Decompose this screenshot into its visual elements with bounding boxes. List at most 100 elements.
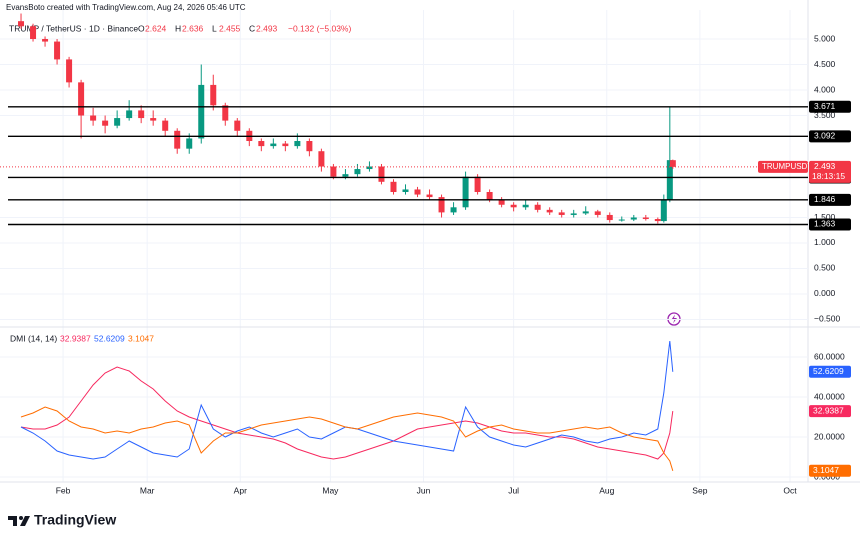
value-label: 3.1047: [813, 465, 839, 475]
candle-body: [138, 110, 145, 119]
dmi-line: [20, 366, 674, 460]
legend-value: 32.9387: [60, 333, 91, 343]
value-box: [809, 464, 851, 477]
symbol: TRUMP / TetherUS · 1D · Binance: [9, 23, 138, 33]
candle-body: [270, 143, 277, 147]
ohlc-label: O: [138, 23, 145, 33]
candle-body: [78, 82, 85, 116]
candle-body: [186, 138, 193, 149]
change: −0.132 (−5.03%): [288, 23, 351, 33]
candle-body: [114, 118, 121, 126]
ohlc-label: H: [175, 23, 181, 33]
x-tick-label: Mar: [140, 485, 155, 495]
candle-body: [486, 192, 493, 200]
candle-body: [342, 174, 349, 177]
candle-body: [642, 217, 649, 220]
ticker: TRUMPUSDT: [762, 162, 812, 171]
y-tick-label: 40.0000: [814, 391, 845, 401]
x-tick-label: May: [322, 485, 339, 495]
candle-body: [438, 197, 445, 213]
value-label: 52.6209: [813, 366, 844, 376]
last-price-label: 2.493: [814, 161, 836, 171]
y-tick-label: 0.500: [814, 263, 836, 273]
ohlc-label: C: [249, 23, 255, 33]
candle-body: [198, 84, 205, 139]
candle-body: [102, 120, 109, 126]
value-box: [809, 365, 851, 378]
y-tick-label: 1.500: [814, 212, 836, 222]
ticker-box: [758, 160, 808, 173]
x-tick-label: Jul: [508, 485, 519, 495]
y-tick-label: 4.500: [814, 59, 836, 69]
x-tick-label: Aug: [599, 485, 614, 495]
candle-body: [402, 189, 409, 193]
candle-body: [558, 212, 565, 215]
candle-body: [306, 141, 313, 152]
candle-body: [606, 214, 613, 221]
x-tick-label: Sep: [692, 485, 707, 495]
candle-body: [510, 204, 517, 208]
level-label-box: [809, 193, 851, 206]
candle-body: [594, 211, 601, 215]
candle-body: [330, 166, 337, 177]
candle-body: [282, 143, 289, 147]
candle-body: [54, 41, 61, 60]
candle-body: [378, 166, 385, 182]
level-label: 3.092: [814, 131, 836, 141]
candle-body: [534, 204, 541, 210]
value-label: 32.9387: [813, 405, 844, 415]
candle-body: [582, 211, 589, 214]
candle-body: [222, 105, 229, 121]
candle-body: [462, 176, 469, 208]
level-label: 3.671: [814, 101, 836, 111]
y-tick-label: 20.0000: [814, 431, 845, 441]
ohlc-value: 2.624: [145, 23, 167, 33]
candle-body: [390, 181, 397, 193]
brand-name: TradingView: [34, 512, 116, 528]
level-label: 1.846: [814, 194, 836, 204]
candle-body: [426, 194, 433, 198]
candle-body: [414, 189, 421, 195]
candle-body: [294, 141, 301, 147]
level-label-box: [809, 130, 851, 143]
candle-body: [354, 169, 361, 175]
level-label: 1.363: [814, 219, 836, 229]
y-tick-label: 4.000: [814, 84, 836, 94]
x-tick-label: Oct: [783, 485, 797, 495]
dmi-line: [20, 406, 674, 471]
ohlc-value: 2.636: [182, 23, 204, 33]
y-tick-label: 3.500: [814, 110, 836, 120]
candle-body: [498, 199, 505, 205]
price-box: [809, 160, 851, 183]
y-tick-label: 5.000: [814, 33, 836, 43]
y-tick-label: 0.000: [814, 288, 836, 298]
x-tick-label: Jun: [417, 485, 431, 495]
candle-body: [366, 166, 373, 170]
watermark: EvansBoto created with TradingView.com, …: [6, 3, 246, 12]
candle-body: [210, 84, 217, 106]
y-tick-label: −0.500: [814, 314, 841, 324]
candle-body: [66, 59, 73, 83]
value-box: [809, 405, 851, 418]
candle-body: [150, 118, 157, 121]
candle-body: [30, 26, 37, 40]
ohlc-value: 2.455: [219, 23, 241, 33]
candle-body: [570, 213, 577, 215]
indicator-title: DMI (14, 14): [10, 333, 57, 343]
candle-body: [618, 219, 625, 221]
candle-body: [234, 120, 241, 131]
level-label-box: [809, 218, 851, 231]
countdown: 18:13:15: [812, 171, 845, 181]
legend-value: 3.1047: [128, 333, 154, 343]
candle-body: [318, 151, 325, 167]
candle-body: [522, 204, 529, 208]
candle-body: [42, 39, 49, 42]
x-tick-label: Apr: [234, 485, 247, 495]
candle-body: [162, 120, 169, 131]
candle-body: [450, 207, 457, 213]
candle-body: [174, 130, 181, 149]
level-label-box: [809, 100, 851, 113]
y-tick-label: 60.0000: [814, 351, 845, 361]
candle-body: [660, 199, 667, 222]
